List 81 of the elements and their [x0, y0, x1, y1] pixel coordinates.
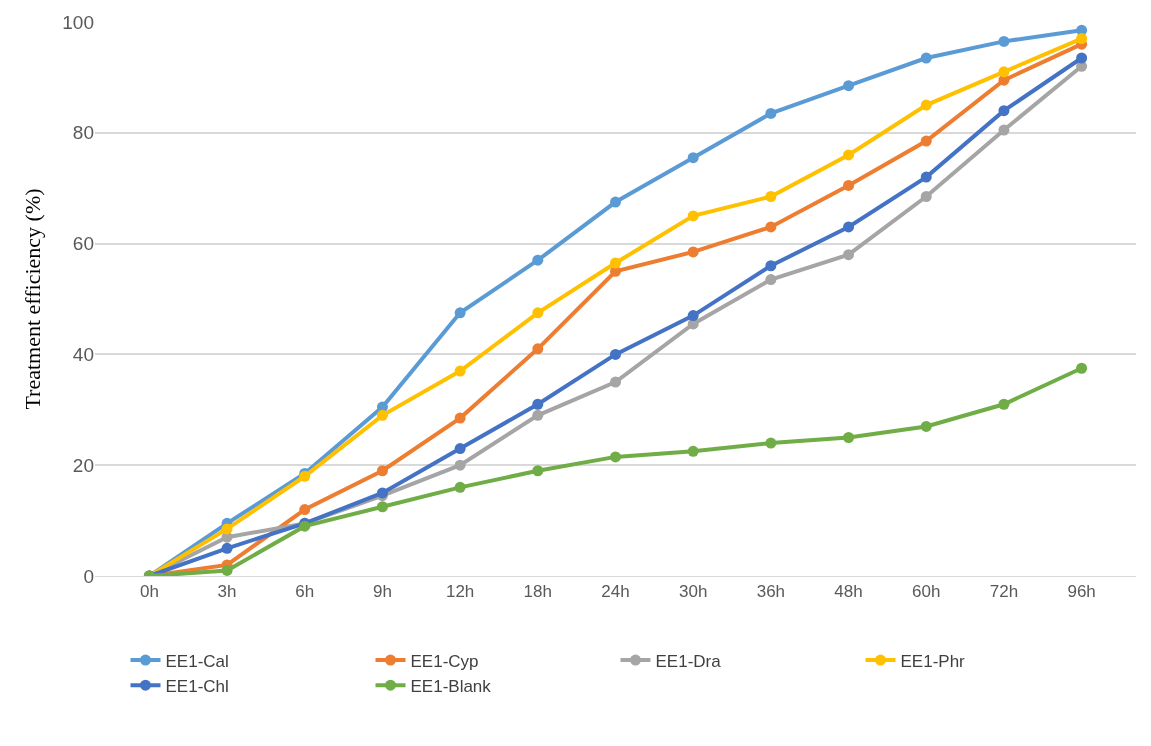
point — [998, 105, 1010, 117]
point — [843, 221, 855, 233]
point — [687, 246, 699, 258]
legend-label: EE1-Dra — [655, 651, 722, 671]
point — [532, 465, 544, 477]
point — [221, 542, 233, 554]
x-tick-label: 72h — [989, 582, 1019, 602]
point — [454, 365, 466, 377]
point — [454, 459, 466, 471]
point — [687, 210, 699, 222]
point — [998, 124, 1010, 136]
point — [1076, 33, 1088, 45]
point — [920, 135, 932, 147]
point — [299, 504, 311, 516]
point — [376, 409, 388, 421]
point — [843, 80, 855, 92]
point — [920, 171, 932, 183]
x-tick-label: 36h — [756, 582, 786, 602]
point — [532, 398, 544, 410]
point — [532, 409, 544, 421]
point — [532, 254, 544, 266]
point — [221, 523, 233, 535]
y-axis-title: Treatment efficiency (%) — [20, 188, 46, 410]
point — [687, 152, 699, 164]
x-tick-label: 96h — [1067, 582, 1096, 602]
y-tick-label: 60 — [72, 233, 94, 255]
y-tick-label: 0 — [83, 565, 94, 587]
point — [1076, 362, 1088, 374]
point — [610, 196, 621, 208]
legend-label: EE1-Phr — [900, 651, 966, 671]
point — [532, 307, 544, 319]
y-tick-label: 100 — [62, 11, 94, 33]
point — [610, 257, 621, 269]
point — [376, 465, 388, 477]
point — [843, 179, 855, 191]
point — [920, 52, 932, 64]
point — [920, 191, 932, 203]
point — [843, 432, 855, 443]
point — [765, 221, 777, 233]
point — [532, 343, 544, 355]
point — [765, 191, 777, 203]
point — [765, 437, 777, 449]
point — [843, 149, 855, 161]
y-tick-label: 40 — [72, 344, 94, 366]
point — [610, 451, 621, 463]
legend-label: EE1-Chl — [165, 676, 229, 696]
x-tick-label: 12h — [445, 582, 475, 602]
point — [687, 445, 699, 457]
point — [765, 107, 777, 119]
point — [610, 376, 621, 388]
legend-label: EE1-Blank — [410, 676, 492, 696]
x-tick-label: 60h — [912, 582, 941, 602]
point — [920, 420, 932, 432]
y-tick-label: 80 — [72, 122, 94, 144]
point — [998, 398, 1010, 410]
point — [765, 260, 777, 272]
point — [454, 443, 466, 455]
legend-label: EE1-Cyp — [410, 651, 479, 671]
x-tick-label: 18h — [523, 582, 552, 602]
x-tick-label: 9h — [372, 582, 392, 602]
legend-label: EE1-Cal — [165, 651, 229, 671]
point — [376, 501, 388, 513]
point — [765, 274, 777, 286]
y-tick-label: 20 — [72, 454, 94, 476]
point — [920, 99, 932, 111]
x-tick-label: 48h — [834, 582, 863, 602]
point — [454, 481, 466, 493]
point — [998, 35, 1010, 47]
point — [998, 66, 1010, 78]
point — [454, 412, 466, 424]
point — [454, 307, 466, 319]
point — [610, 348, 621, 360]
point — [843, 249, 855, 261]
x-tick-label: 3h — [217, 582, 237, 602]
x-tick-label: 0h — [139, 582, 159, 602]
x-tick-label: 30h — [679, 582, 708, 602]
x-tick-label: 24h — [601, 582, 630, 602]
point — [687, 310, 699, 322]
point — [221, 564, 233, 576]
x-tick-label: 6h — [295, 582, 315, 602]
point — [1076, 52, 1088, 64]
